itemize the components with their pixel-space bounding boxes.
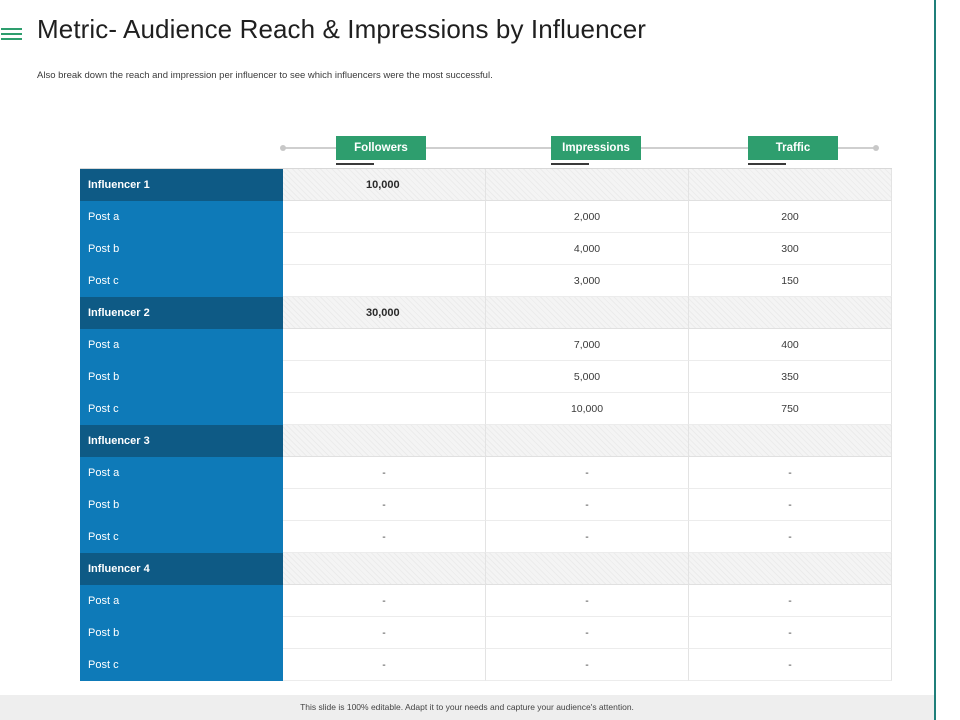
- traffic-value: -: [689, 457, 892, 489]
- traffic-value: 300: [689, 233, 892, 265]
- traffic-value: -: [689, 617, 892, 649]
- impressions-value: -: [486, 585, 689, 617]
- post-row: Post c - - -: [80, 649, 892, 681]
- traffic-value: 350: [689, 361, 892, 393]
- influencer-name: Influencer 2: [80, 297, 283, 329]
- traffic-value: [689, 169, 892, 201]
- post-row: Post b - - -: [80, 617, 892, 649]
- impressions-value: -: [486, 649, 689, 681]
- post-row: Post b 5,000 350: [80, 361, 892, 393]
- impressions-value: 4,000: [486, 233, 689, 265]
- impressions-value: -: [486, 457, 689, 489]
- followers-value: [283, 361, 486, 393]
- followers-value: [283, 265, 486, 297]
- post-label: Post a: [80, 329, 283, 361]
- followers-value: -: [283, 457, 486, 489]
- followers-value: [283, 425, 486, 457]
- followers-value: [283, 201, 486, 233]
- traffic-value: -: [689, 521, 892, 553]
- influencer-row: Influencer 4: [80, 553, 892, 585]
- followers-value: [283, 329, 486, 361]
- influencer-row: Influencer 2 30,000: [80, 297, 892, 329]
- post-label: Post b: [80, 617, 283, 649]
- influencer-name: Influencer 1: [80, 169, 283, 201]
- post-label: Post c: [80, 393, 283, 425]
- post-label: Post a: [80, 201, 283, 233]
- connector-dot-right: [873, 145, 879, 151]
- followers-value: [283, 553, 486, 585]
- post-row: Post a 7,000 400: [80, 329, 892, 361]
- post-label: Post a: [80, 585, 283, 617]
- traffic-value: 150: [689, 265, 892, 297]
- followers-value: -: [283, 489, 486, 521]
- impressions-value: 2,000: [486, 201, 689, 233]
- post-row: Post c 10,000 750: [80, 393, 892, 425]
- impressions-value: -: [486, 489, 689, 521]
- followers-value: -: [283, 585, 486, 617]
- traffic-value: -: [689, 489, 892, 521]
- post-label: Post b: [80, 489, 283, 521]
- post-row: Post a - - -: [80, 457, 892, 489]
- frame-divider: [934, 0, 936, 720]
- column-header-traffic: Traffic: [748, 136, 838, 165]
- impressions-value: 5,000: [486, 361, 689, 393]
- impressions-value: 3,000: [486, 265, 689, 297]
- impressions-value: -: [486, 617, 689, 649]
- post-row: Post c - - -: [80, 521, 892, 553]
- traffic-value: [689, 553, 892, 585]
- followers-value: [283, 233, 486, 265]
- influencer-row: Influencer 1 10,000: [80, 168, 892, 201]
- followers-value: -: [283, 617, 486, 649]
- connector-dot-left: [280, 145, 286, 151]
- followers-value: -: [283, 649, 486, 681]
- page-subtitle: Also break down the reach and impression…: [37, 70, 493, 81]
- traffic-value: -: [689, 585, 892, 617]
- influencer-name: Influencer 3: [80, 425, 283, 457]
- traffic-value: 750: [689, 393, 892, 425]
- traffic-value: 200: [689, 201, 892, 233]
- influencer-name: Influencer 4: [80, 553, 283, 585]
- impressions-value: [486, 425, 689, 457]
- impressions-value: 10,000: [486, 393, 689, 425]
- post-label: Post a: [80, 457, 283, 489]
- post-row: Post a - - -: [80, 585, 892, 617]
- influencer-row: Influencer 3: [80, 425, 892, 457]
- followers-value: 10,000: [283, 169, 486, 201]
- traffic-value: [689, 425, 892, 457]
- footer-note: This slide is 100% editable. Adapt it to…: [0, 695, 934, 720]
- impressions-value: [486, 553, 689, 585]
- column-header-impressions: Impressions: [551, 136, 641, 165]
- followers-value: 30,000: [283, 297, 486, 329]
- post-label: Post c: [80, 265, 283, 297]
- traffic-value: [689, 297, 892, 329]
- post-label: Post c: [80, 649, 283, 681]
- impressions-value: [486, 169, 689, 201]
- post-row: Post b 4,000 300: [80, 233, 892, 265]
- impressions-value: -: [486, 521, 689, 553]
- post-label: Post b: [80, 361, 283, 393]
- post-row: Post b - - -: [80, 489, 892, 521]
- post-row: Post a 2,000 200: [80, 201, 892, 233]
- followers-value: [283, 393, 486, 425]
- impressions-value: [486, 297, 689, 329]
- column-header-followers: Followers: [336, 136, 426, 165]
- traffic-value: 400: [689, 329, 892, 361]
- post-row: Post c 3,000 150: [80, 265, 892, 297]
- influencer-table: Influencer 1 10,000 Post a 2,000 200 Pos…: [80, 168, 892, 681]
- impressions-value: 7,000: [486, 329, 689, 361]
- followers-value: -: [283, 521, 486, 553]
- post-label: Post b: [80, 233, 283, 265]
- post-label: Post c: [80, 521, 283, 553]
- page-title: Metric- Audience Reach & Impressions by …: [37, 14, 647, 44]
- hamburger-icon[interactable]: [1, 28, 22, 40]
- traffic-value: -: [689, 649, 892, 681]
